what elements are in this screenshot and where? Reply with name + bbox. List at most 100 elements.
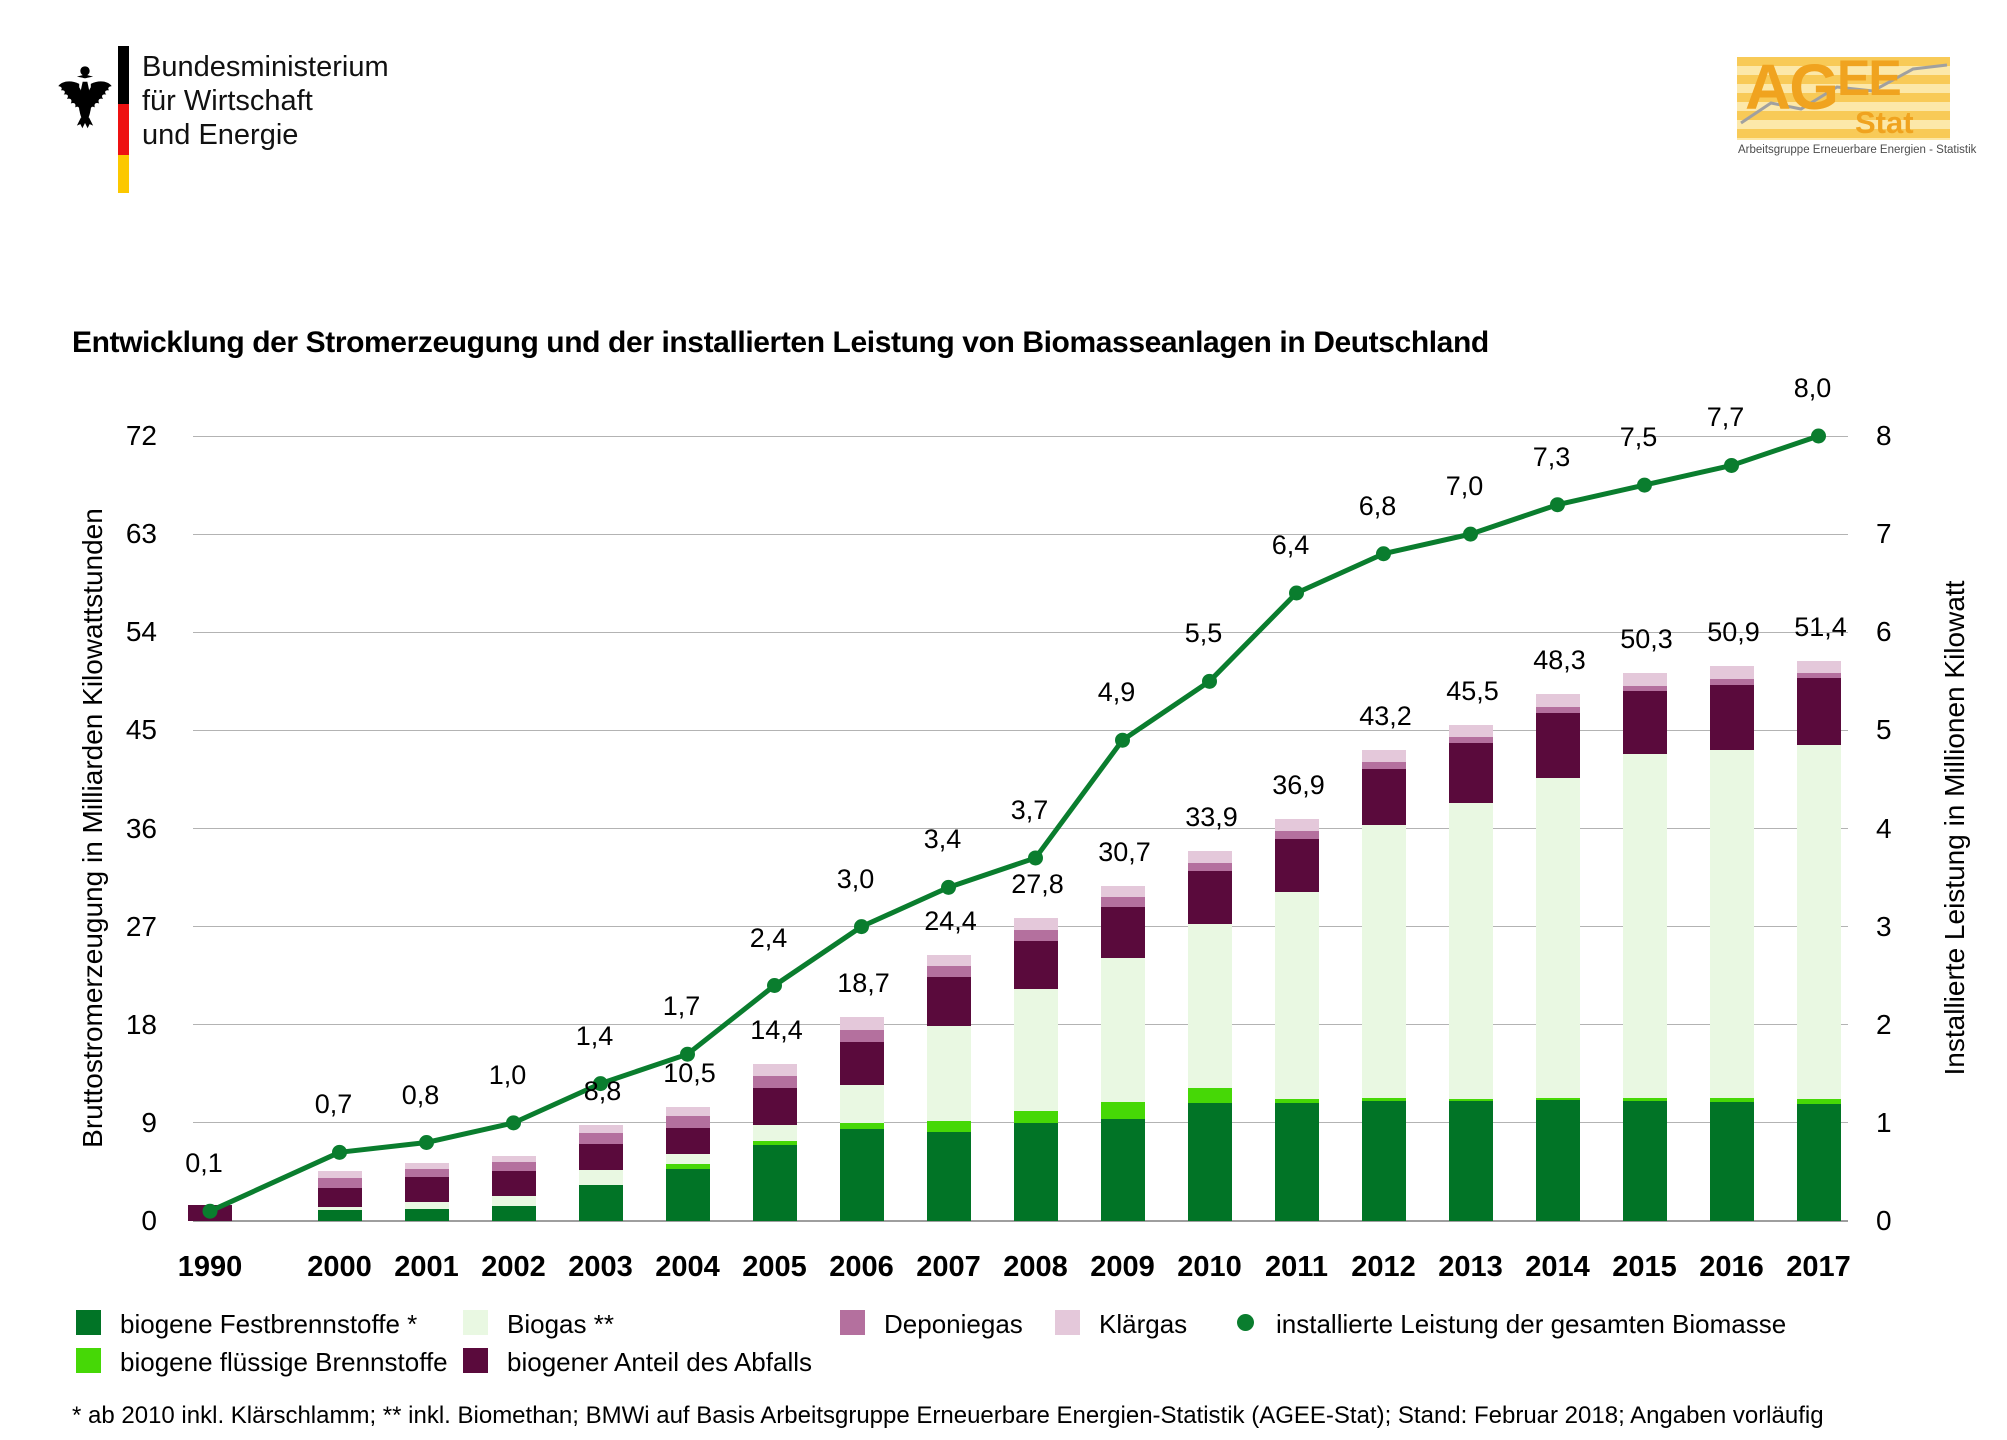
y-axis-tick-right: 1 [1876, 1106, 1892, 1138]
bar-segment-abfall [491, 1170, 536, 1197]
x-axis-year-label: 2009 [1090, 1251, 1155, 1283]
bar-segment-fest [752, 1144, 797, 1221]
line-value-label: 0,1 [185, 1148, 223, 1179]
bar-segment-fest [1448, 1101, 1493, 1221]
x-axis-year-label: 2006 [829, 1251, 894, 1283]
bar-total-label: 30,7 [1098, 837, 1151, 868]
x-axis-year-label: 2013 [1438, 1251, 1503, 1283]
legend-swatch-deponie [840, 1310, 865, 1335]
bar-segment-fest [926, 1131, 971, 1221]
bar-segment-biogas [1709, 750, 1754, 1098]
bar-total-label: 43,2 [1359, 701, 1412, 731]
bar-segment-fest [491, 1205, 536, 1221]
line-point [1202, 673, 1217, 689]
y-axis-tick-left: 18 [125, 1008, 157, 1040]
line-value-label: 2,4 [749, 922, 788, 953]
bar-segment-abfall [839, 1042, 884, 1085]
bar-segment-fluessig [1100, 1102, 1145, 1119]
bar-segment-deponie [1187, 863, 1232, 871]
line-point [332, 1144, 347, 1160]
bar-total-label: 33,9 [1185, 802, 1238, 833]
bar-segment-fest [1535, 1099, 1580, 1221]
legend-dot-line [1237, 1314, 1254, 1331]
bar-segment-deponie [578, 1132, 623, 1144]
y-axis-tick-right: 2 [1876, 1008, 1892, 1040]
bar-segment-biogas [1361, 825, 1406, 1098]
bar-segment-fluessig [1622, 1097, 1667, 1102]
bar-segment-fest [1361, 1101, 1406, 1221]
y-axis-tick-left: 72 [125, 420, 157, 451]
line-value-label: 6,4 [1271, 530, 1310, 560]
bar-segment-klaer [1796, 660, 1841, 673]
bar-segment-abfall [1100, 907, 1145, 959]
gridline [193, 533, 1848, 535]
agee-stat-text: Stat [1855, 105, 1914, 140]
legend-swatch-klaer [1055, 1310, 1080, 1335]
bar-segment-fest [1622, 1101, 1667, 1221]
bar-segment-fluessig [1796, 1098, 1841, 1105]
bar-segment-fest [1013, 1122, 1058, 1221]
bar-segment-klaer [404, 1162, 449, 1169]
agee-trend-line-icon [1740, 63, 1948, 125]
bar-segment-abfall [1013, 940, 1058, 989]
gridline [193, 828, 1848, 829]
page-title: Entwicklung der Stromerzeugung und der i… [72, 326, 1489, 359]
bar-segment-fest [1709, 1102, 1754, 1221]
bar-segment-abfall [1796, 678, 1841, 745]
bar-segment-abfall [1709, 684, 1754, 750]
line-value-label: 1,0 [488, 1059, 527, 1090]
bar-segment-deponie [926, 965, 971, 977]
line-value-label: 1,7 [662, 991, 701, 1022]
bar-segment-deponie [1448, 736, 1493, 744]
bar-segment-fest [578, 1185, 623, 1221]
bar-segment-klaer [1274, 818, 1319, 831]
bar-segment-klaer [1709, 666, 1754, 680]
bar-segment-deponie [1709, 679, 1754, 685]
bar-segment-deponie [491, 1162, 536, 1171]
bar-segment-deponie [1013, 929, 1058, 941]
ministry-name-line1: Bundesministerium [142, 51, 389, 83]
bar-segment-abfall [752, 1087, 797, 1126]
bar-segment-abfall [665, 1128, 710, 1155]
y-axis-tick-left: 54 [125, 616, 157, 648]
x-axis-year-label: 2016 [1699, 1251, 1764, 1283]
x-axis-year-label: 2011 [1265, 1251, 1328, 1283]
german-flag-stripe-icon [118, 46, 129, 193]
bar-segment-abfall [1187, 871, 1232, 925]
bar-segment-abfall [317, 1187, 362, 1208]
x-axis-year-label: 2010 [1177, 1251, 1242, 1283]
bar-total-label: 14,4 [750, 1015, 803, 1045]
bar-segment-biogas [1448, 803, 1493, 1099]
bar-segment-deponie [839, 1030, 884, 1043]
bar-segment-abfall [188, 1204, 232, 1221]
bar-segment-biogas [1535, 778, 1580, 1098]
bar-segment-klaer [1361, 750, 1406, 762]
agee-wordmark-ee: EE [1837, 50, 1902, 106]
legend-swatch-fest [76, 1310, 101, 1335]
x-axis-year-label: 2001 [394, 1251, 459, 1283]
x-axis-year-label: 2008 [1003, 1251, 1068, 1283]
bar-segment-fest [665, 1168, 710, 1221]
bar-segment-biogas [1187, 924, 1232, 1088]
x-axis-year-label: 2015 [1612, 1251, 1677, 1283]
y-axis-tick-left: 9 [141, 1106, 157, 1138]
y-axis-tick-right: 8 [1876, 420, 1892, 451]
bar-segment-deponie [1535, 707, 1580, 713]
y-axis-tick-left: 27 [125, 910, 157, 942]
bar-total-label: 45,5 [1446, 675, 1499, 706]
line-point [1376, 546, 1391, 562]
bar-segment-deponie [665, 1116, 710, 1129]
line-point [1115, 732, 1130, 748]
bar-segment-biogas [1013, 988, 1058, 1111]
gridline [193, 729, 1848, 731]
legend-label-abfall: biogener Anteil des Abfalls [507, 1347, 812, 1377]
bar-segment-abfall [926, 976, 971, 1026]
x-axis-line [193, 1220, 1848, 1222]
line-value-label: 3,0 [836, 863, 875, 894]
line-point [941, 879, 956, 895]
bar-segment-biogas [1796, 744, 1841, 1099]
line-point [419, 1135, 434, 1150]
bar-total-label: 51,4 [1794, 611, 1847, 642]
agee-wordmark: AGEE [1745, 49, 1902, 124]
line-point [1637, 477, 1652, 493]
